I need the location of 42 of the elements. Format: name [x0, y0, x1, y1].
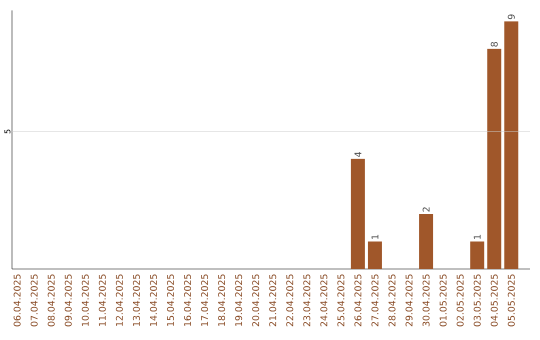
x-tick-label: 10.04.2025 [82, 274, 89, 326]
x-tick-label: 15.04.2025 [166, 274, 174, 326]
data-label: 1 [372, 234, 378, 239]
x-tick-label: 02.05.2025 [456, 274, 464, 326]
bar [487, 48, 502, 269]
x-tick-label: 06.04.2025 [14, 274, 21, 326]
bar [419, 214, 434, 269]
x-tick-label: 04.05.2025 [490, 274, 498, 326]
x-tick-label: 25.04.2025 [337, 274, 344, 326]
x-tick-label: 01.05.2025 [440, 274, 447, 326]
x-tick-label: 28.04.2025 [388, 274, 396, 326]
x-tick-label: 03.05.2025 [474, 274, 481, 326]
data-label: 1 [474, 234, 481, 239]
x-tick-label: 09.04.2025 [64, 274, 72, 326]
x-tick-label: 21.04.2025 [269, 274, 276, 326]
bar [504, 21, 518, 269]
x-tick-label: 14.04.2025 [150, 274, 157, 326]
bar [470, 241, 484, 269]
x-tick-label: 05.05.2025 [508, 274, 515, 326]
x-tick-label: 13.04.2025 [132, 274, 140, 326]
x-tick-label: 18.04.2025 [218, 274, 226, 326]
x-tick-label: 26.04.2025 [354, 274, 362, 326]
x-tick-label: 20.04.2025 [252, 274, 260, 326]
x-tick-label: 24.04.2025 [320, 274, 328, 326]
data-label: 4 [354, 152, 362, 157]
bar [368, 241, 382, 269]
data-label: 2 [422, 207, 430, 212]
x-tick-label: 11.04.2025 [98, 274, 106, 326]
x-tick-label: 12.04.2025 [116, 274, 123, 326]
x-tick-label: 29.04.2025 [406, 274, 413, 326]
x-tick-label: 16.04.2025 [184, 274, 192, 326]
x-tick-label: 19.04.2025 [235, 274, 242, 326]
x-tick-label: 27.04.2025 [371, 274, 378, 326]
x-tick-label: 23.04.2025 [303, 274, 310, 326]
data-label: 8 [490, 42, 498, 47]
x-tick-label: 08.04.2025 [48, 274, 55, 326]
x-tick-label: 07.04.2025 [30, 274, 38, 326]
data-label: 9 [508, 14, 515, 20]
x-tick-label: 22.04.2025 [286, 274, 294, 326]
x-tick-label: 17.04.2025 [201, 274, 208, 326]
bar [350, 158, 365, 269]
x-tick-label: 30.04.2025 [422, 274, 430, 326]
